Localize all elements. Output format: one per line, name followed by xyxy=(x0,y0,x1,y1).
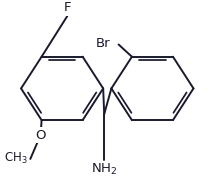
Text: F: F xyxy=(64,1,71,14)
Text: O: O xyxy=(35,129,46,142)
Text: NH$_2$: NH$_2$ xyxy=(91,162,117,177)
Text: Br: Br xyxy=(96,37,110,50)
Text: CH$_3$: CH$_3$ xyxy=(4,151,27,167)
